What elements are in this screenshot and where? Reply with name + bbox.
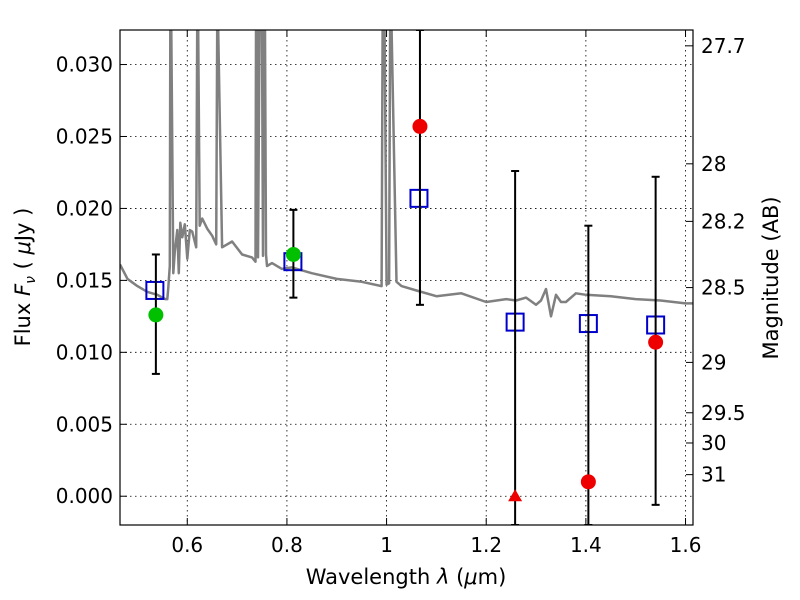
y2-tick-label: 29.5 xyxy=(701,401,746,425)
y-tick-label: 0.000 xyxy=(56,484,113,508)
x-tick-label: 0.8 xyxy=(271,533,303,557)
y2-tick-label: 28.5 xyxy=(701,276,746,300)
y-tick-label: 0.015 xyxy=(56,268,113,292)
x-axis-label: Wavelength λ (μm) xyxy=(306,565,507,589)
model-sed-line xyxy=(120,30,693,318)
observed-flux-point xyxy=(285,246,301,262)
y-axis-label: Flux Fν ( μJy ) xyxy=(11,208,39,347)
x-tick-label: 1.4 xyxy=(570,533,602,557)
x-tick-label: 1 xyxy=(380,533,393,557)
plot-frame xyxy=(119,29,694,526)
y-tick-label: 0.005 xyxy=(56,412,113,436)
observed-flux-point xyxy=(148,307,164,323)
y-tick-label: 0.020 xyxy=(56,196,113,220)
y-tick-label: 0.025 xyxy=(56,124,113,148)
x-tick-label: 1.2 xyxy=(470,533,502,557)
x-tick-label: 1.6 xyxy=(670,533,702,557)
axes: 0.6 0.8 1 1.2 1.4 1.6 0.000 0.005 0.010 0.015 0.02… xyxy=(56,30,746,557)
y2-tick-label: 28 xyxy=(701,152,726,176)
y2-tick-label: 27.7 xyxy=(701,34,746,58)
y-tick-label: 0.010 xyxy=(56,340,113,364)
y2-tick-label: 30 xyxy=(701,431,726,455)
observed-flux-point xyxy=(580,474,596,490)
y2-tick-label: 31 xyxy=(701,463,726,487)
y2-tick-label: 28.2 xyxy=(701,209,746,233)
y-tick-label: 0.030 xyxy=(56,53,113,77)
grid xyxy=(120,30,693,525)
upper-limit-triangle xyxy=(508,489,523,502)
y2-tick-label: 29 xyxy=(701,350,726,374)
y2-axis-label: Magnitude (AB) xyxy=(759,196,783,359)
x-tick-label: 0.6 xyxy=(171,533,203,557)
observed-flux-point xyxy=(648,334,664,350)
plot-area xyxy=(120,30,693,525)
observed-flux-point xyxy=(412,118,428,134)
